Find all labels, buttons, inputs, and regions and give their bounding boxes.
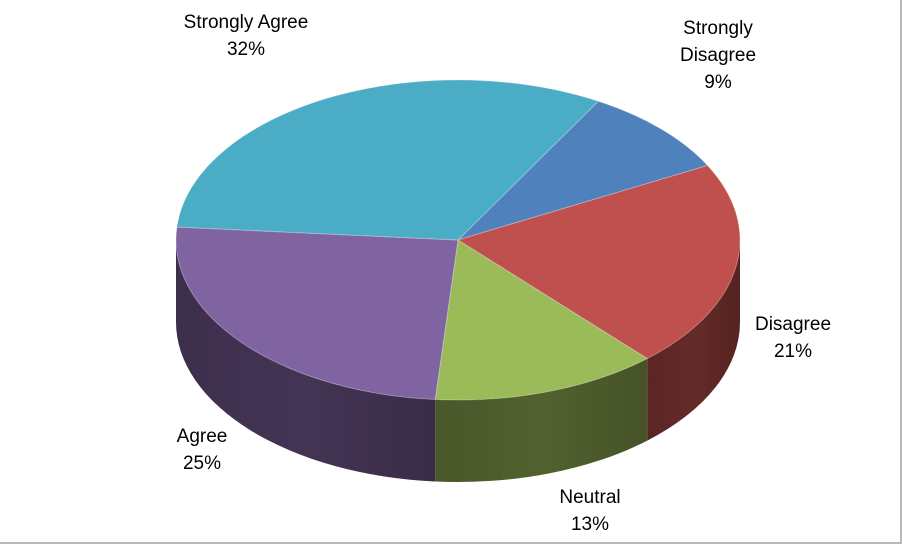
category-label: Strongly bbox=[683, 18, 753, 39]
percent-label: 25% bbox=[183, 453, 221, 474]
data-label-agree: Agree 25% bbox=[177, 426, 228, 474]
category-label: Strongly Agree bbox=[184, 12, 309, 33]
data-label-disagree: Disagree 21% bbox=[755, 314, 831, 362]
pie-slice-agree bbox=[175, 226, 459, 400]
percent-label: 32% bbox=[227, 39, 265, 60]
category-label: Disagree bbox=[680, 45, 756, 66]
data-label-strongly-agree: Strongly Agree 32% bbox=[184, 12, 309, 60]
pie-labels: Strongly Disagree 9% Disagree 21% Neutral 13% A… bbox=[177, 12, 831, 535]
category-label: Neutral bbox=[559, 487, 620, 508]
pie-side-shading bbox=[435, 358, 648, 482]
pie-sides bbox=[175, 240, 740, 482]
pie-tops bbox=[175, 79, 741, 401]
pie-slice-strongly-agree bbox=[176, 79, 600, 241]
pie-side-shading bbox=[647, 240, 740, 441]
category-label: Disagree bbox=[755, 314, 831, 335]
category-label: Agree bbox=[177, 426, 228, 447]
pie-side-shading bbox=[175, 240, 436, 482]
data-label-strongly-disagree: Strongly Disagree 9% bbox=[680, 18, 756, 93]
percent-label: 21% bbox=[774, 341, 812, 362]
percent-label: 9% bbox=[704, 72, 732, 93]
pie-slice-neutral bbox=[434, 239, 649, 401]
percent-label: 13% bbox=[571, 514, 609, 535]
pie-slice-disagree bbox=[456, 164, 741, 360]
data-label-neutral: Neutral 13% bbox=[559, 487, 620, 535]
pie-slice-strongly-disagree bbox=[457, 100, 709, 241]
